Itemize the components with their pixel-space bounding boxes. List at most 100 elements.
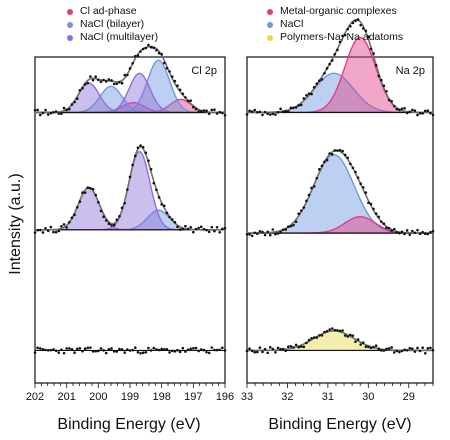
data-point	[102, 349, 105, 352]
data-point	[147, 159, 150, 162]
data-point	[328, 62, 331, 66]
data-point	[268, 113, 272, 116]
data-point	[253, 108, 257, 112]
data-point	[354, 340, 357, 344]
data-point	[168, 351, 171, 354]
data-point	[387, 347, 391, 350]
x-tick-label: 199	[121, 391, 139, 403]
data-point	[202, 227, 206, 231]
data-point	[147, 346, 150, 350]
data-point	[115, 82, 119, 86]
data-point	[284, 109, 288, 113]
data-point	[54, 110, 58, 113]
data-point	[57, 351, 61, 354]
data-point	[292, 346, 295, 349]
data-point	[398, 231, 401, 235]
data-point	[284, 228, 288, 231]
data-point	[382, 84, 386, 88]
data-point	[218, 348, 222, 352]
data-point	[33, 351, 37, 354]
data-point	[52, 230, 55, 234]
data-point	[99, 347, 103, 350]
data-point	[279, 107, 282, 111]
data-point	[302, 97, 306, 100]
data-point	[65, 226, 68, 229]
data-point	[81, 86, 84, 90]
data-point	[213, 229, 216, 233]
data-point	[41, 348, 45, 351]
data-point	[149, 167, 153, 171]
data-point	[33, 231, 37, 234]
data-point	[181, 92, 185, 96]
panel-cl-2p: Cl 2p 202 201 200 199 198 197 196	[26, 43, 234, 403]
data-point	[372, 207, 375, 211]
legend-item-nacl-bilayer: NaCl (bilayer)	[65, 18, 158, 31]
data-point	[75, 97, 79, 100]
data-point	[315, 82, 319, 85]
data-point	[176, 84, 179, 87]
data-point	[152, 346, 156, 350]
data-point	[141, 351, 145, 355]
data-point	[46, 348, 50, 352]
data-point	[60, 224, 63, 228]
data-point	[141, 145, 145, 149]
data-point	[165, 66, 169, 70]
data-point	[400, 230, 404, 234]
data-point	[104, 351, 108, 355]
data-point	[136, 146, 140, 149]
legend-item-metal-organic: Metal-organic complexes	[265, 5, 403, 18]
data-point	[367, 35, 370, 38]
data-point	[144, 151, 148, 155]
data-point	[372, 52, 375, 55]
data-point	[210, 108, 214, 112]
data-point	[382, 349, 386, 352]
data-point	[131, 348, 134, 352]
data-point	[186, 227, 190, 231]
data-point	[112, 350, 116, 353]
data-point	[89, 346, 92, 349]
data-point	[356, 18, 360, 21]
data-point	[361, 186, 365, 189]
data-point	[307, 92, 311, 95]
data-point	[426, 346, 430, 350]
data-point	[248, 233, 251, 236]
data-point	[323, 330, 326, 334]
data-point	[210, 225, 214, 229]
data-point	[54, 349, 58, 353]
data-point	[181, 227, 185, 231]
data-point	[83, 83, 87, 86]
data-point	[115, 218, 119, 222]
data-point	[173, 79, 177, 83]
legend-marker-pink	[267, 8, 273, 15]
data-point	[184, 96, 187, 99]
data-point	[223, 226, 227, 230]
data-point	[377, 215, 381, 219]
x-tick-label: 196	[216, 391, 234, 403]
data-point	[112, 223, 116, 227]
x-axis-label-right: Binding Energy (eV)	[268, 416, 411, 433]
data-point	[144, 46, 148, 50]
data-point	[81, 350, 84, 353]
data-point	[346, 27, 350, 31]
data-point	[310, 186, 313, 190]
data-point	[118, 80, 121, 84]
legend-item-polymers-na: Polymers-Na, Na adatoms	[265, 31, 403, 44]
data-point	[199, 225, 203, 229]
legend-marker-pink	[67, 8, 73, 15]
data-point	[110, 223, 113, 227]
data-point	[186, 348, 190, 352]
data-point	[403, 348, 406, 352]
data-point	[408, 233, 412, 236]
data-point	[86, 186, 90, 189]
data-point	[274, 350, 277, 354]
data-point	[416, 113, 419, 117]
data-point	[194, 107, 198, 111]
data-point	[44, 227, 47, 230]
data-point	[147, 43, 150, 47]
panel-label: Cl 2p	[191, 65, 217, 77]
data-point	[343, 334, 347, 337]
data-point	[354, 170, 357, 174]
data-point	[176, 225, 179, 229]
data-point	[305, 199, 308, 203]
data-point	[377, 347, 381, 351]
